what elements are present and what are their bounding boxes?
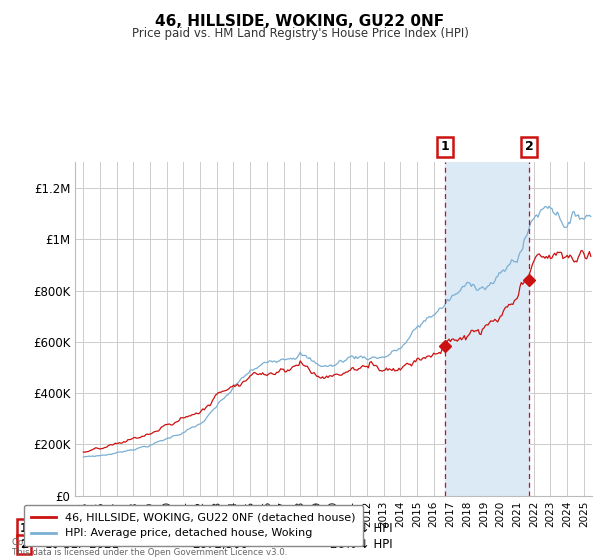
Text: Price paid vs. HM Land Registry's House Price Index (HPI): Price paid vs. HM Land Registry's House …: [131, 27, 469, 40]
Text: £672,500: £672,500: [192, 538, 248, 551]
Text: 2: 2: [20, 538, 28, 551]
Legend: 46, HILLSIDE, WOKING, GU22 0NF (detached house), HPI: Average price, detached ho: 46, HILLSIDE, WOKING, GU22 0NF (detached…: [23, 505, 363, 546]
Text: 29% ↓ HPI: 29% ↓ HPI: [330, 522, 392, 535]
Text: 10-SEP-2021: 10-SEP-2021: [45, 538, 120, 551]
Text: 46, HILLSIDE, WOKING, GU22 0NF: 46, HILLSIDE, WOKING, GU22 0NF: [155, 14, 445, 29]
Text: 1: 1: [20, 522, 28, 535]
Text: 26% ↓ HPI: 26% ↓ HPI: [330, 538, 392, 551]
Text: 1: 1: [441, 140, 449, 153]
Text: Contains HM Land Registry data © Crown copyright and database right 2024.
This d: Contains HM Land Registry data © Crown c…: [12, 538, 347, 557]
Text: 09-SEP-2016: 09-SEP-2016: [45, 522, 120, 535]
Text: 2: 2: [525, 140, 533, 153]
Bar: [445, 162, 529, 496]
Text: £585,000: £585,000: [192, 522, 248, 535]
